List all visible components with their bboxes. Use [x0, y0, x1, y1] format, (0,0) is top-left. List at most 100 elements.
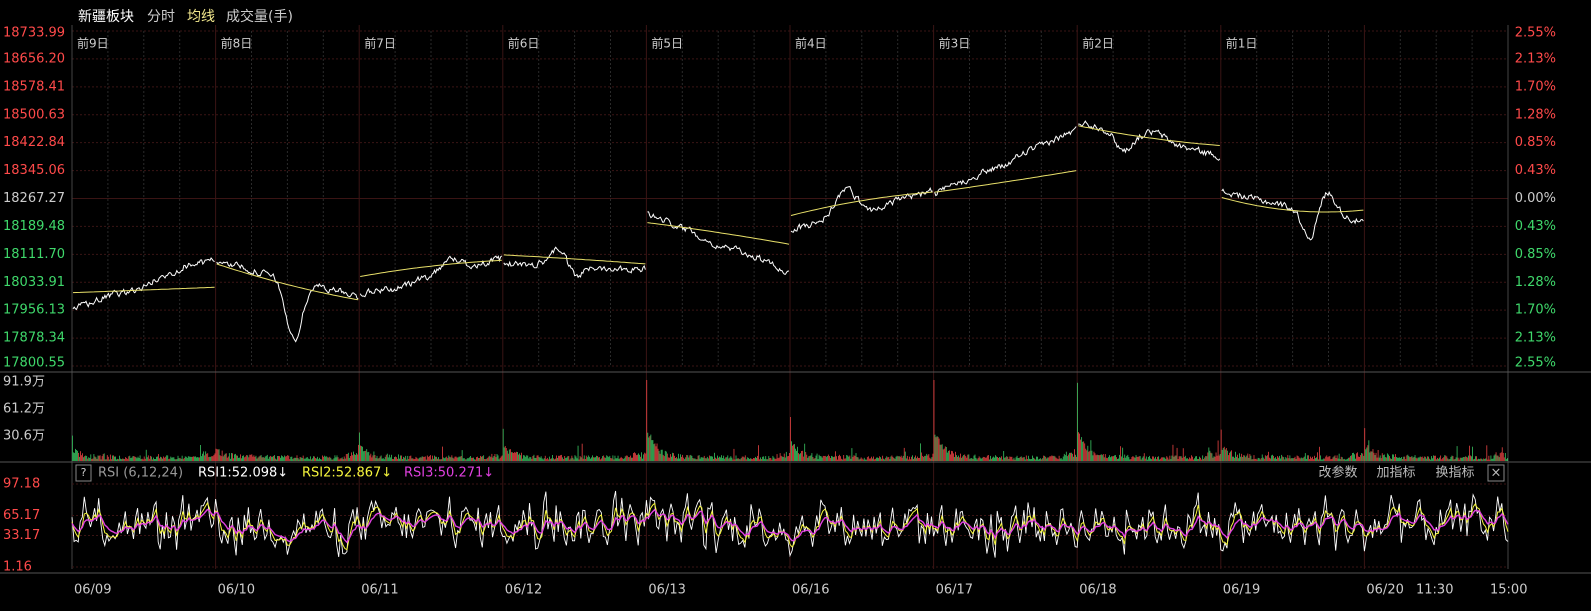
volume-bar [199, 457, 200, 461]
volume-bar [1482, 459, 1484, 461]
volume-bar [1010, 456, 1012, 461]
volume-bar [270, 456, 272, 461]
volume-bar [488, 456, 490, 461]
volume-bar [717, 455, 718, 461]
volume-bar [405, 455, 407, 461]
volume-bar [758, 445, 759, 461]
volume-bar [675, 458, 676, 461]
volume-bar [625, 455, 627, 461]
volume-bar [602, 456, 604, 461]
sector-name-tab[interactable]: 新疆板块 [78, 9, 134, 25]
volume-bar [631, 457, 632, 461]
timeshare-tab[interactable]: 分时 [147, 9, 175, 25]
volume-bar [639, 454, 640, 461]
rsi-button-1[interactable]: 加指标 [1376, 466, 1415, 481]
volume-bar [1341, 457, 1343, 461]
volume-bar [979, 457, 981, 461]
volume-bar [835, 451, 836, 461]
volume-bar [216, 449, 218, 461]
volume-bar [1502, 452, 1504, 461]
volume-bar [770, 457, 772, 461]
volume-bar [194, 456, 195, 461]
volume-bar [1442, 458, 1444, 461]
close-button[interactable] [1487, 464, 1505, 482]
volume-bar [413, 459, 415, 461]
volume-bar [1204, 457, 1206, 461]
day-label: 前9日 [77, 36, 109, 51]
help-button[interactable] [75, 464, 92, 482]
volume-bar [647, 432, 649, 461]
volume-bar [74, 452, 75, 461]
volume-bar [739, 459, 741, 461]
volume-bar [1344, 459, 1346, 461]
avg-line-tab[interactable]: 均线 [187, 9, 215, 25]
volume-bar [1041, 459, 1043, 461]
volume-bar [784, 457, 786, 461]
volume-bar [557, 458, 558, 461]
volume-bar [600, 459, 601, 461]
volume-bar [705, 458, 707, 461]
volume-bar [1328, 456, 1330, 461]
volume-bar [1458, 459, 1460, 461]
volume-bar [1285, 457, 1287, 461]
volume-bar [558, 455, 559, 461]
volume-bar [1078, 432, 1079, 461]
volume-bar [519, 453, 520, 461]
volume-bar [336, 455, 338, 461]
volume-bar [1141, 457, 1143, 461]
volume-bar [591, 457, 592, 461]
volume-bar [551, 458, 552, 461]
volume-bar [1115, 455, 1116, 461]
volume-bar [793, 444, 794, 461]
volume-bar [354, 454, 355, 461]
rsi-button-2[interactable]: 换指标 [1435, 466, 1474, 481]
volume-bar [480, 455, 481, 461]
volume-bar [241, 458, 242, 461]
volume-bar [970, 458, 972, 461]
volume-bar [129, 455, 131, 461]
volume-bar [1002, 459, 1004, 461]
volume-bar [571, 455, 573, 461]
volume-bar [754, 458, 755, 461]
volume-bar [1181, 457, 1183, 461]
volume-bar [1172, 444, 1174, 461]
volume-bar [464, 459, 466, 461]
volume-bar [1250, 455, 1252, 461]
volume-bar [167, 455, 169, 461]
volume-bar [768, 456, 770, 461]
volume-bar [1292, 458, 1294, 461]
volume-bar [130, 458, 132, 461]
volume-bar [190, 456, 192, 461]
volume-bar [486, 458, 488, 461]
volume-bar [140, 459, 142, 461]
volume-bar [309, 456, 311, 461]
volume-bar [596, 455, 597, 461]
volume-bar [777, 458, 779, 461]
volume-bar [1036, 456, 1037, 461]
volume-bar [168, 459, 170, 461]
volume-bar [1223, 446, 1225, 461]
volume-bar [657, 448, 659, 461]
volume-bar [677, 458, 678, 461]
volume-bar [834, 456, 835, 461]
volume-bar [579, 456, 581, 461]
volume-bar [447, 458, 449, 461]
volume-bar [916, 458, 917, 461]
avg-line-day-8 [1221, 197, 1364, 213]
volume-bar [330, 457, 332, 461]
volume-bar [1257, 457, 1259, 461]
volume-bar [189, 456, 191, 461]
rsi-button-0[interactable]: 改参数 [1318, 465, 1357, 481]
volume-tab[interactable]: 成交量(手) [226, 9, 293, 25]
volume-bar [601, 458, 602, 461]
volume-bar [343, 456, 345, 461]
price-tick-left: 17956.13 [3, 303, 65, 318]
volume-bar [780, 455, 782, 461]
volume-bar [858, 459, 860, 461]
volume-bar [1052, 456, 1054, 461]
volume-bar [620, 456, 622, 461]
volume-bar [627, 457, 629, 461]
volume-bar [445, 457, 447, 461]
volume-bar [1296, 455, 1298, 461]
